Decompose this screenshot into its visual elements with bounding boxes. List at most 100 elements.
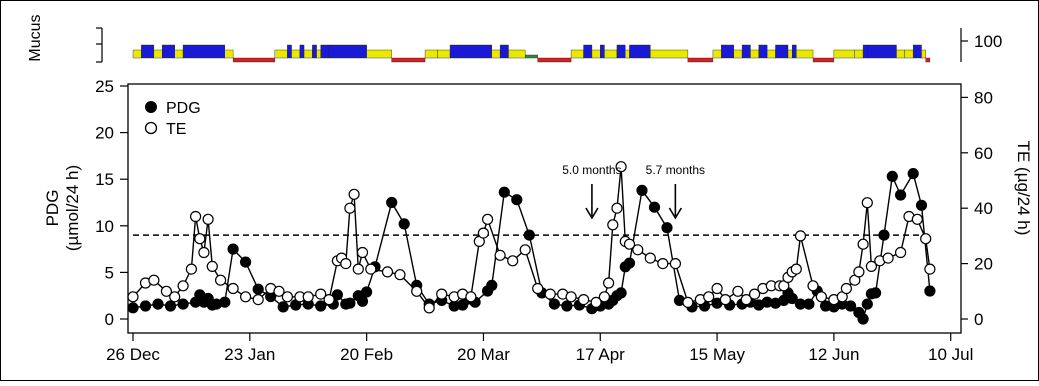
y-left-tick-label: 10 (95, 217, 114, 236)
point-pdg (331, 289, 343, 301)
point-pdg (511, 194, 523, 206)
point-te (590, 296, 602, 308)
y-right-tick-label: 0 (974, 310, 983, 329)
mucus-segment-medium (904, 49, 914, 59)
y-left-tick-label: 15 (95, 170, 114, 189)
point-pdg (523, 229, 535, 241)
mucus-segment-high (299, 44, 305, 59)
point-te (281, 291, 293, 303)
mucus-label: Mucus (27, 14, 44, 61)
point-te (206, 260, 218, 272)
point-te (748, 288, 761, 300)
point-te (924, 263, 936, 275)
point-te (185, 263, 197, 275)
mucus-segment-high (499, 44, 509, 59)
mucus-segment-medium (224, 49, 234, 59)
point-te (519, 244, 531, 256)
mucus-segment-low (687, 57, 714, 63)
point-te (227, 282, 239, 295)
point-te (894, 246, 907, 259)
point-pdg (861, 298, 873, 310)
y-left-tick-label: 0 (105, 310, 114, 329)
mucus-segment-high (862, 44, 868, 59)
point-pdg (356, 295, 369, 307)
x-tick-label: 15 May (689, 345, 745, 364)
point-te (315, 288, 327, 300)
point-te (436, 288, 448, 300)
mucus-segment-medium (650, 49, 689, 59)
annotation-label: 5.0 months (562, 163, 621, 177)
point-pdg (127, 302, 139, 314)
mucus-segment-medium (750, 49, 759, 59)
point-te (711, 282, 723, 295)
y-left-tick-label: 20 (95, 124, 114, 143)
point-te (340, 258, 352, 270)
point-te (882, 252, 894, 264)
point-te (611, 202, 623, 214)
point-te (273, 285, 285, 297)
mucus-segment-medium (921, 49, 926, 59)
point-pdg (252, 283, 264, 295)
y-right-tick-label: 40 (974, 199, 993, 218)
series-points (127, 161, 936, 325)
point-pdg (240, 256, 252, 268)
point-pdg (315, 300, 327, 312)
y-left-tick-label: 25 (95, 77, 114, 96)
point-pdg (623, 257, 636, 269)
point-pdg (886, 170, 898, 182)
point-pdg (844, 300, 857, 312)
point-te (344, 202, 356, 214)
point-te (857, 238, 869, 250)
mucus-segment-medium (508, 49, 526, 59)
y-left-tick-label: 5 (105, 263, 114, 282)
mucus-segment-medium (625, 49, 630, 59)
annotations: 5.0 months 5.7 months (562, 163, 705, 220)
x-tick-label: 23 Jan (224, 345, 275, 364)
y-right-tick-label: 60 (974, 144, 993, 163)
point-pdg (615, 287, 627, 299)
point-te (740, 294, 752, 306)
point-te (240, 291, 252, 303)
point-te (657, 258, 669, 270)
point-te (920, 233, 932, 245)
mucus-segment-medium (712, 49, 722, 59)
mucus-segment-high (583, 44, 593, 59)
point-pdg (907, 168, 919, 180)
point-pdg (164, 300, 177, 312)
x-tick-label: 26 Dec (106, 345, 160, 364)
point-te (169, 291, 181, 303)
point-pdg (361, 286, 373, 298)
legend-pdg-label: PDG (166, 100, 201, 117)
mucus-segment-medium (570, 49, 584, 59)
point-te (356, 246, 369, 259)
point-te (302, 291, 314, 303)
point-pdg (648, 201, 661, 213)
point-te (477, 227, 489, 239)
mucus-segment-high (912, 44, 922, 59)
point-pdg (869, 287, 882, 299)
mucus-segment-low (812, 57, 835, 63)
point-te (719, 294, 732, 306)
point-pdg (486, 279, 498, 291)
point-te (348, 188, 360, 200)
x-tick-label: 17 Apr (576, 345, 625, 364)
legend-pdg-marker (145, 101, 157, 113)
x-tick-label: 10 Jul (928, 345, 973, 364)
point-pdg (636, 184, 648, 196)
point-pdg (152, 298, 164, 310)
mucus-segment-high (758, 44, 768, 59)
point-pdg (924, 285, 936, 297)
point-te (544, 288, 556, 300)
point-te (394, 269, 406, 281)
point-te (198, 246, 210, 259)
point-te (365, 263, 377, 275)
point-te (148, 274, 160, 286)
mucus-segment-high (320, 44, 330, 59)
mucus-segment-medium (604, 49, 618, 59)
mucus-segment-medium (303, 49, 313, 59)
point-te (532, 282, 544, 295)
point-te (632, 244, 644, 256)
point-pdg (139, 300, 152, 312)
mucus-segment-high (328, 44, 367, 59)
